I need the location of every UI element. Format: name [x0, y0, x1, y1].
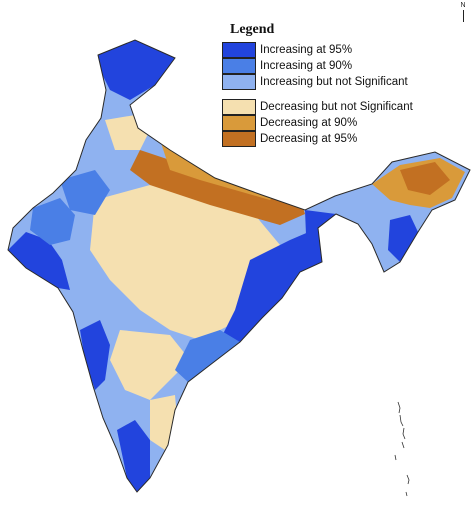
island-6 — [406, 474, 410, 485]
legend-item: Increasing at 90% — [222, 58, 422, 74]
region-east-coast-blue — [220, 228, 322, 342]
island-3 — [402, 427, 406, 440]
region-kerala-blue — [117, 420, 150, 492]
india-outline — [7, 39, 471, 493]
region-andhra-mid-blue — [175, 330, 240, 382]
legend-label: Decreasing at 90% — [260, 117, 358, 129]
legend-swatch — [222, 42, 256, 58]
legend-item: Decreasing at 95% — [222, 131, 422, 147]
region-south-beige — [110, 330, 190, 400]
legend-item: Decreasing at 90% — [222, 115, 422, 131]
legend-label: Increasing at 90% — [260, 60, 353, 72]
island-5 — [394, 454, 397, 461]
region-northeast-dark-orange — [400, 162, 450, 195]
legend-label: Decreasing at 95% — [260, 133, 358, 145]
legend-item: Decreasing but not Significant — [222, 99, 422, 115]
region-tamil-beige — [150, 395, 178, 450]
region-west-coast-blue — [80, 320, 110, 390]
legend-swatch — [222, 58, 256, 74]
north-arrow-icon — [462, 10, 464, 22]
legend-swatch — [222, 74, 256, 90]
island-7 — [405, 491, 408, 497]
region-gujarat-mid-blue — [30, 198, 75, 245]
legend: Legend Increasing at 95% Increasing at 9… — [222, 22, 422, 156]
region-northeast-blue — [388, 215, 418, 262]
region-kashmir-dark-blue — [98, 40, 175, 100]
legend-swatch — [222, 99, 256, 115]
region-central-beige — [90, 185, 280, 340]
legend-item: Increasing but not Significant — [222, 74, 422, 90]
legend-label: Increasing but not Significant — [260, 76, 408, 88]
legend-swatch — [222, 115, 256, 131]
north-label: N — [460, 2, 466, 9]
island-2 — [399, 414, 404, 427]
legend-title: Legend — [230, 22, 275, 37]
legend-group-increasing: Increasing at 95% Increasing at 90% Incr… — [222, 42, 422, 90]
region-rajasthan-mid-blue — [60, 170, 110, 215]
andaman-islands — [394, 401, 410, 497]
island-4 — [401, 441, 405, 449]
legend-item: Increasing at 95% — [222, 42, 422, 58]
legend-label: Decreasing but not Significant — [260, 101, 413, 113]
region-gujarat-blue — [8, 232, 70, 290]
legend-group-decreasing: Decreasing but not Significant Decreasin… — [222, 99, 422, 147]
island-1 — [397, 401, 401, 414]
north-arrow: N — [458, 2, 468, 22]
legend-swatch — [222, 131, 256, 147]
legend-label: Increasing at 95% — [260, 44, 353, 56]
